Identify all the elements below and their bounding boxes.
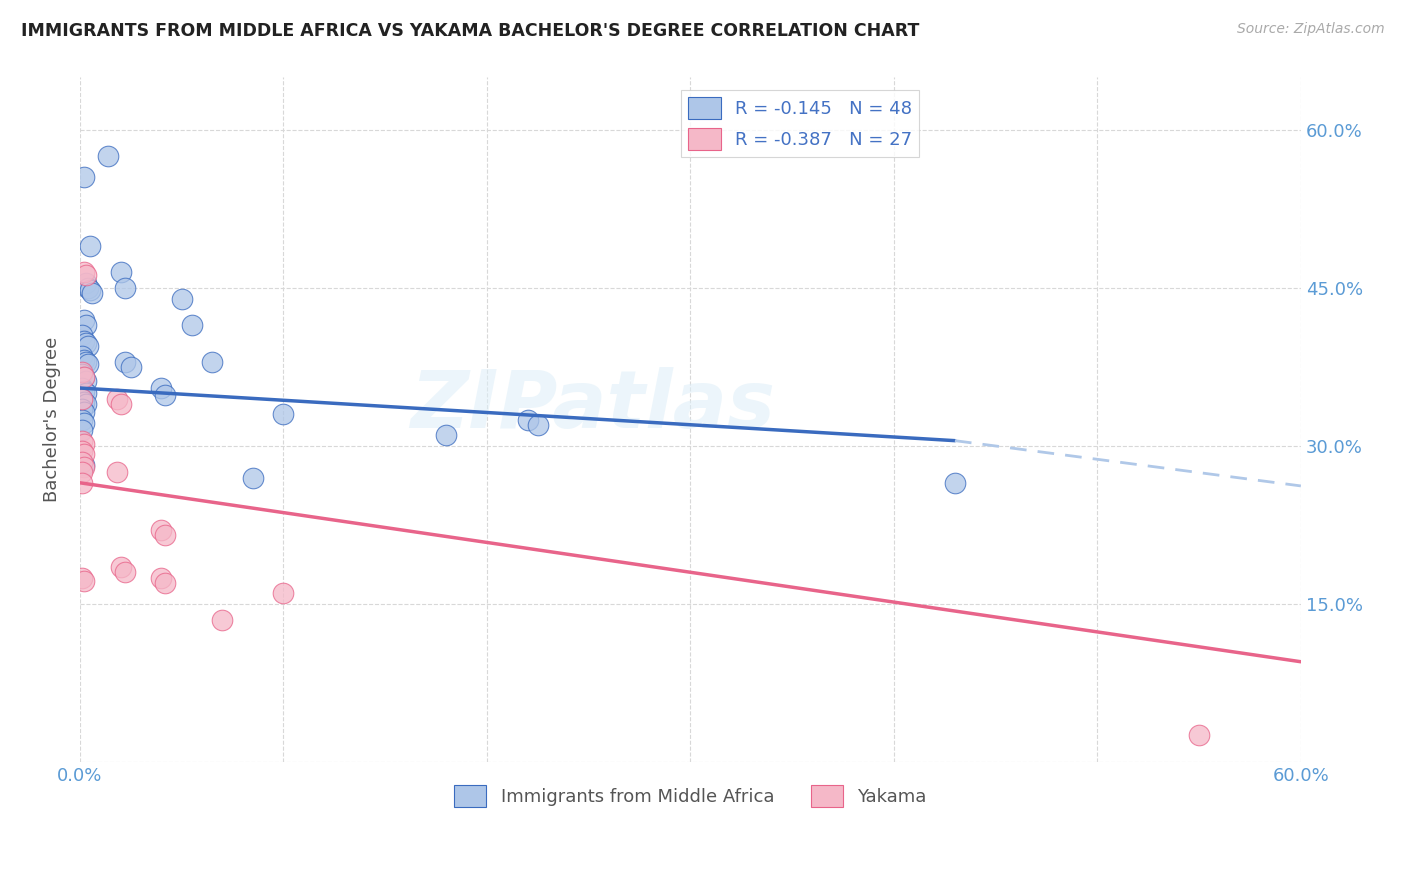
Point xyxy=(73,447,96,461)
Point xyxy=(155,575,177,590)
Point xyxy=(77,357,100,371)
Point xyxy=(110,397,132,411)
Point xyxy=(110,560,132,574)
Point xyxy=(75,354,97,368)
Point xyxy=(77,281,100,295)
Point xyxy=(201,354,224,368)
Point xyxy=(70,412,93,426)
Point xyxy=(70,402,93,417)
Point xyxy=(70,392,93,406)
Point xyxy=(70,368,93,382)
Point xyxy=(110,265,132,279)
Point xyxy=(180,318,202,332)
Point xyxy=(70,423,93,437)
Point xyxy=(70,444,93,458)
Point xyxy=(943,475,966,490)
Point xyxy=(70,570,93,584)
Point xyxy=(273,586,295,600)
Point xyxy=(75,397,97,411)
Point xyxy=(70,350,93,364)
Point xyxy=(75,335,97,350)
Point xyxy=(70,381,93,395)
Point xyxy=(73,574,96,588)
Point xyxy=(150,523,173,537)
Legend: Immigrants from Middle Africa, Yakama: Immigrants from Middle Africa, Yakama xyxy=(447,778,934,814)
Text: ZIPatlas: ZIPatlas xyxy=(411,367,775,445)
Point xyxy=(70,365,93,379)
Point xyxy=(114,354,136,368)
Point xyxy=(242,470,264,484)
Point xyxy=(70,475,93,490)
Point xyxy=(105,465,128,479)
Point xyxy=(73,170,96,185)
Point xyxy=(73,370,96,384)
Point xyxy=(1188,728,1211,742)
Point xyxy=(80,286,103,301)
Point xyxy=(150,570,173,584)
Point xyxy=(70,465,93,479)
Point xyxy=(120,359,142,374)
Point xyxy=(75,374,97,388)
Point xyxy=(75,276,97,290)
Point xyxy=(273,408,295,422)
Point xyxy=(155,528,177,542)
Point xyxy=(73,437,96,451)
Point xyxy=(150,381,173,395)
Point xyxy=(211,613,233,627)
Point xyxy=(73,334,96,348)
Point xyxy=(170,292,193,306)
Y-axis label: Bachelor's Degree: Bachelor's Degree xyxy=(44,337,60,502)
Point xyxy=(70,434,93,448)
Point xyxy=(73,265,96,279)
Point xyxy=(73,384,96,399)
Point xyxy=(73,458,96,472)
Text: Source: ZipAtlas.com: Source: ZipAtlas.com xyxy=(1237,22,1385,37)
Point xyxy=(70,455,93,469)
Point xyxy=(70,455,93,469)
Point xyxy=(75,318,97,332)
Point xyxy=(114,566,136,580)
Point xyxy=(114,281,136,295)
Point xyxy=(73,370,96,384)
Point xyxy=(70,328,93,343)
Point xyxy=(79,283,101,297)
Point xyxy=(73,394,96,409)
Point xyxy=(526,417,548,432)
Text: IMMIGRANTS FROM MIDDLE AFRICA VS YAKAMA BACHELOR'S DEGREE CORRELATION CHART: IMMIGRANTS FROM MIDDLE AFRICA VS YAKAMA … xyxy=(21,22,920,40)
Point xyxy=(73,460,96,475)
Point xyxy=(77,339,100,353)
Point xyxy=(70,392,93,406)
Point xyxy=(434,428,457,442)
Point xyxy=(516,412,538,426)
Point xyxy=(79,239,101,253)
Point xyxy=(73,405,96,419)
Point xyxy=(73,416,96,430)
Point xyxy=(75,268,97,283)
Point xyxy=(73,312,96,326)
Point xyxy=(75,386,97,401)
Point xyxy=(97,149,120,163)
Point xyxy=(73,352,96,367)
Point xyxy=(105,392,128,406)
Point xyxy=(155,388,177,402)
